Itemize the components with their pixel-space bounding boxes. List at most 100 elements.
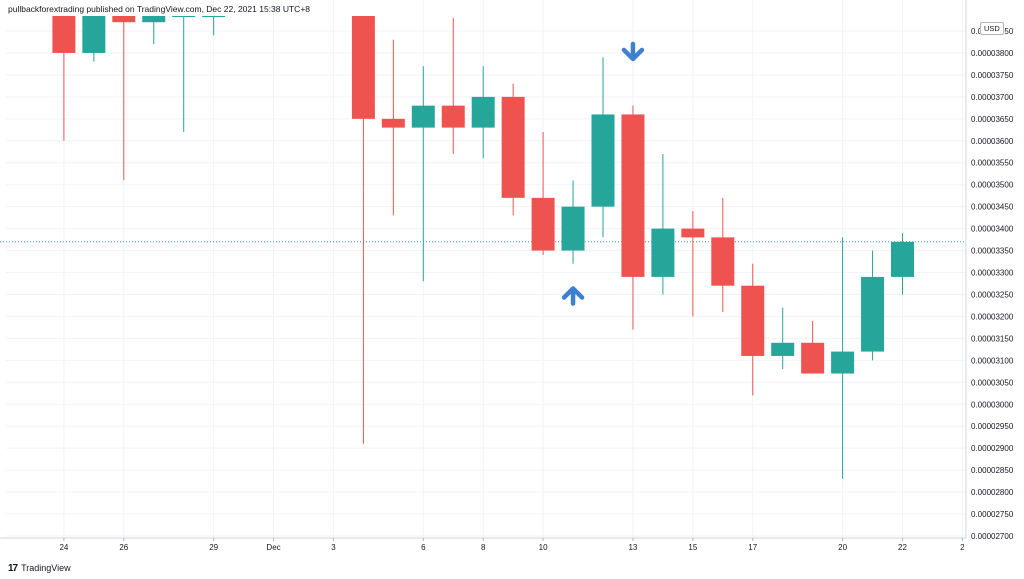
candle[interactable] — [711, 197, 735, 313]
candle[interactable] — [831, 237, 855, 479]
x-tick-label: 20 — [838, 543, 847, 552]
tradingview-logo-icon[interactable]: 17 — [8, 562, 18, 574]
candle[interactable] — [411, 66, 435, 282]
candle-body — [52, 16, 76, 53]
x-tick-label: 10 — [539, 543, 548, 552]
candle-body — [561, 206, 585, 251]
candle-body — [771, 342, 795, 356]
x-tick-label: 22 — [898, 543, 907, 552]
candle[interactable] — [741, 263, 765, 396]
currency-label[interactable]: USD — [980, 22, 1004, 35]
candle-body — [681, 228, 705, 238]
candle[interactable] — [82, 16, 106, 62]
publish-info: pullbackforextrading published on Tradin… — [8, 4, 311, 14]
candle-body — [801, 342, 825, 374]
y-tick-label: 0.00003650 — [971, 115, 1014, 124]
candle[interactable] — [651, 153, 675, 295]
candle[interactable] — [531, 132, 555, 255]
candle[interactable] — [441, 17, 465, 154]
y-tick-label: 0.00003400 — [971, 225, 1014, 234]
candle-body — [411, 105, 435, 128]
y-tick-label: 0.00003050 — [971, 378, 1014, 387]
candle[interactable] — [381, 39, 405, 216]
candle-body — [831, 351, 855, 374]
y-tick-label: 0.00003500 — [971, 181, 1014, 190]
candle[interactable] — [681, 211, 705, 317]
candle-body — [112, 16, 136, 23]
candle-body — [351, 16, 375, 119]
x-tick-label: 24 — [59, 543, 68, 552]
x-tick-label: Dec — [266, 543, 280, 552]
candle[interactable] — [52, 16, 76, 141]
footer-brand[interactable]: TradingView — [21, 563, 71, 573]
x-tick-label: 2 — [960, 543, 965, 552]
candle-body — [381, 118, 405, 128]
annotations — [561, 41, 645, 306]
y-tick-label: 0.00002700 — [971, 532, 1014, 541]
candle[interactable] — [771, 307, 795, 370]
y-tick-label: 0.00003600 — [971, 137, 1014, 146]
y-tick-label: 0.00002900 — [971, 444, 1014, 453]
candle[interactable] — [112, 16, 136, 181]
y-tick-label: 0.00003350 — [971, 247, 1014, 256]
candle-body — [531, 197, 555, 251]
x-tick-label: 6 — [421, 543, 426, 552]
x-tick-label: 3 — [331, 543, 336, 552]
x-tick-label: 17 — [748, 543, 757, 552]
y-tick-label: 0.00003700 — [971, 93, 1014, 102]
candle-body — [471, 96, 495, 128]
candle-body — [861, 276, 885, 352]
y-axis-ticks: 0.000038500.000038000.000037500.00003700… — [971, 27, 1014, 541]
candle-body — [741, 285, 765, 356]
candle[interactable] — [561, 180, 585, 264]
candle-body — [172, 16, 196, 17]
candle-body — [891, 241, 914, 277]
arrow-down-icon — [621, 41, 645, 62]
candle[interactable] — [861, 250, 885, 361]
candle[interactable] — [891, 233, 914, 295]
y-tick-label: 0.00003150 — [971, 334, 1014, 343]
x-tick-label: 26 — [119, 543, 128, 552]
candle[interactable] — [501, 83, 525, 216]
candle-body — [82, 16, 106, 53]
candle[interactable] — [591, 57, 615, 238]
footer: 17 TradingView — [8, 561, 71, 575]
candle[interactable] — [471, 66, 495, 159]
y-tick-label: 0.00003100 — [971, 356, 1014, 365]
y-tick-label: 0.00002750 — [971, 510, 1014, 519]
candle[interactable] — [142, 16, 166, 45]
y-tick-label: 0.00002850 — [971, 466, 1014, 475]
y-tick-label: 0.00003250 — [971, 290, 1014, 299]
candle[interactable] — [172, 16, 196, 132]
candle-body — [651, 228, 675, 277]
y-tick-label: 0.00003800 — [971, 49, 1014, 58]
x-tick-label: 8 — [481, 543, 486, 552]
candles — [52, 16, 914, 479]
candle-body — [501, 96, 525, 198]
candle-body — [591, 114, 615, 207]
y-tick-label: 0.00003550 — [971, 159, 1014, 168]
candle-body — [621, 114, 645, 277]
arrow-shape — [561, 286, 585, 306]
candle-body — [441, 105, 465, 128]
y-tick-label: 0.00002950 — [971, 422, 1014, 431]
x-axis-ticks: 24 26 29 Dec 3 6 8 10 13 15 17 20 22 2 — [59, 538, 965, 552]
candle[interactable] — [801, 320, 825, 374]
candle[interactable] — [351, 16, 375, 444]
y-tick-label: 0.00003450 — [971, 203, 1014, 212]
grid-lines — [6, 0, 966, 538]
x-tick-label: 13 — [628, 543, 637, 552]
y-tick-label: 0.00002800 — [971, 488, 1014, 497]
arrow-up-icon — [561, 286, 585, 306]
x-tick-label: 15 — [688, 543, 697, 552]
candle-body — [711, 237, 735, 286]
candle-body — [202, 16, 226, 17]
candle[interactable] — [621, 105, 645, 330]
arrow-shape — [621, 41, 645, 62]
candle[interactable] — [202, 16, 226, 36]
y-tick-label: 0.00003200 — [971, 312, 1014, 321]
y-tick-label: 0.00003300 — [971, 269, 1014, 278]
x-tick-label: 29 — [209, 543, 218, 552]
candle-body — [142, 16, 166, 23]
